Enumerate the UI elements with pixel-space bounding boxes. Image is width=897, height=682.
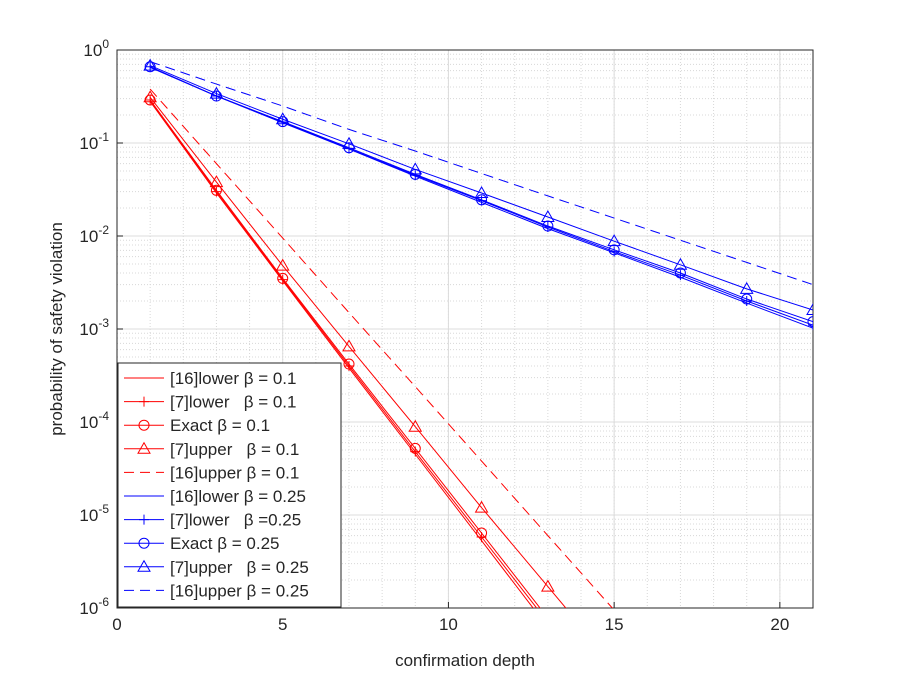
y-tick-base: 10: [79, 134, 98, 153]
y-tick-exponent: -3: [98, 316, 109, 330]
marker: [540, 579, 555, 592]
x-axis-label: confirmation depth: [395, 651, 535, 670]
marker: [543, 613, 553, 623]
marker: [806, 303, 813, 316]
y-tick-exponent: -1: [98, 130, 109, 144]
marker: [674, 267, 686, 279]
y-tick-exponent: 0: [102, 37, 109, 51]
marker: [408, 419, 423, 432]
y-tick-base: 10: [79, 599, 98, 618]
legend-label: [16]upper β = 0.25: [170, 581, 309, 600]
marker: [275, 258, 290, 271]
marker: [343, 142, 355, 154]
series-line: [149, 88, 613, 608]
x-tick-label: 0: [112, 615, 121, 634]
series-line: [149, 96, 567, 608]
marker: [210, 184, 222, 196]
legend-label: [7]upper β = 0.1: [170, 440, 299, 459]
marker: [209, 175, 224, 188]
y-tick-base: 10: [79, 506, 98, 525]
marker: [137, 441, 151, 454]
y-tick-label: 10-3: [79, 316, 109, 339]
marker: [673, 257, 688, 270]
marker: [476, 527, 488, 539]
legend-label: [16]upper β = 0.1: [170, 463, 299, 482]
marker: [139, 514, 149, 525]
marker: [807, 316, 813, 328]
y-tick-exponent: -5: [98, 502, 109, 516]
marker: [739, 281, 754, 294]
y-tick-exponent: -2: [98, 223, 109, 237]
marker: [275, 112, 290, 125]
marker: [608, 660, 620, 671]
marker: [474, 500, 489, 513]
legend-label: [7]lower β =0.25: [170, 511, 301, 530]
y-tick-base: 10: [79, 413, 98, 432]
y-tick-label: 10-5: [79, 502, 109, 525]
marker: [277, 272, 289, 284]
y-axis-label: probability of safety violation: [47, 222, 66, 436]
marker: [139, 396, 149, 407]
marker: [138, 419, 150, 431]
marker: [543, 617, 553, 627]
marker: [138, 537, 150, 549]
x-tick-label: 5: [278, 615, 287, 634]
plot-area: [143, 58, 813, 671]
y-tick-base: 10: [79, 320, 98, 339]
marker: [143, 90, 158, 103]
marker: [540, 210, 555, 223]
legend-label: Exact β = 0.25: [170, 534, 279, 553]
y-tick-label: 10-1: [79, 130, 109, 153]
marker: [342, 136, 356, 149]
x-tick-label: 20: [770, 615, 789, 634]
series-line: [149, 66, 813, 323]
y-tick-exponent: -4: [98, 409, 109, 423]
y-tick-label: 10-6: [79, 595, 109, 618]
series-line: [149, 61, 813, 286]
marker: [607, 234, 622, 247]
legend-label: [7]upper β = 0.25: [170, 558, 309, 577]
marker: [474, 185, 489, 198]
legend-label: [16]lower β = 0.25: [170, 487, 306, 506]
legend-label: [16]lower β = 0.1: [170, 369, 297, 388]
marker: [343, 358, 355, 370]
marker: [476, 194, 488, 206]
x-tick-label: 10: [439, 615, 458, 634]
y-tick-exponent: -6: [98, 595, 109, 609]
y-tick-label: 10-2: [79, 223, 109, 246]
series-line: [149, 65, 813, 311]
marker: [608, 244, 620, 256]
marker: [137, 559, 151, 572]
marker: [209, 86, 224, 99]
legend-label: [7]lower β = 0.1: [170, 393, 296, 412]
marker: [143, 58, 158, 71]
legend-label: Exact β = 0.1: [170, 416, 270, 435]
y-tick-base: 10: [79, 227, 98, 246]
marker: [409, 442, 421, 454]
marker: [408, 162, 423, 175]
y-tick-base: 10: [83, 41, 102, 60]
y-tick-label: 100: [83, 37, 109, 60]
marker: [741, 293, 753, 305]
marker: [342, 339, 356, 352]
x-tick-label: 15: [605, 615, 624, 634]
series-line: [149, 99, 541, 608]
y-tick-label: 10-4: [79, 409, 109, 432]
